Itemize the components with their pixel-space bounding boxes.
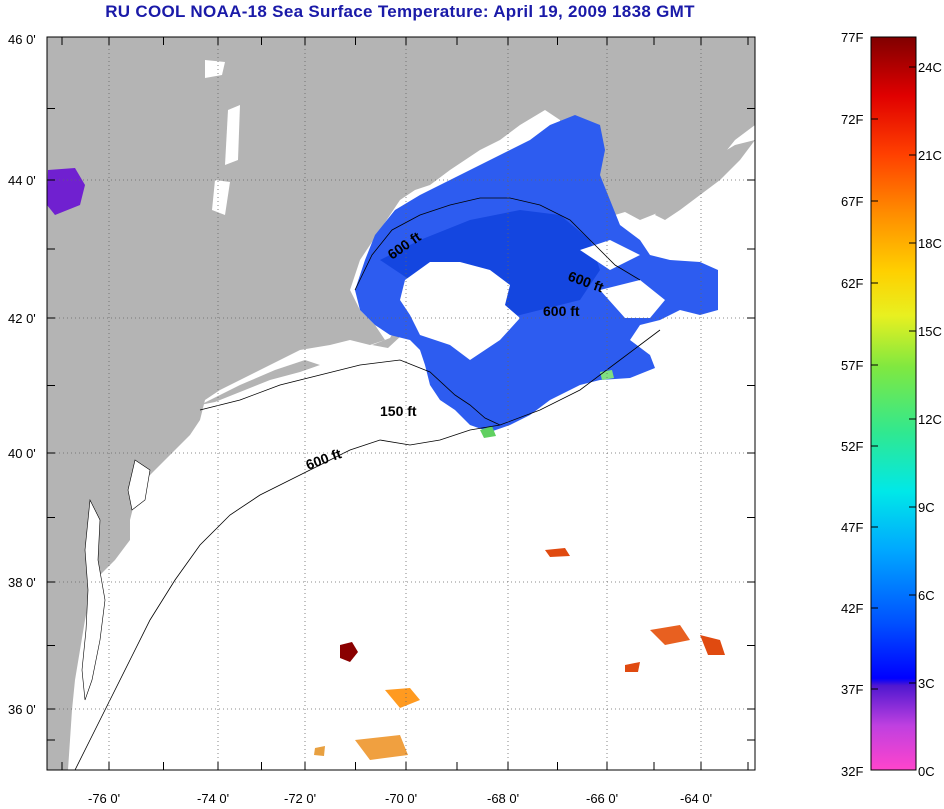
sst-warm-patch	[355, 735, 408, 760]
land-nova-scotia	[655, 140, 755, 220]
colorbar-fahrenheit-label: 62F	[841, 276, 863, 291]
no-data-region	[580, 240, 640, 270]
colorbar-celsius-label: 21C	[918, 148, 942, 163]
contour-600ft	[354, 197, 641, 291]
longitude-label: -72 0'	[284, 791, 316, 806]
colorbar-fahrenheit-label: 47F	[841, 520, 863, 535]
sst-cold-water-core	[380, 210, 600, 320]
contour-150ft	[199, 359, 501, 426]
longitude-label: -68 0'	[487, 791, 519, 806]
latitude-label: 38 0'	[8, 575, 36, 590]
colorbar-celsius-label: 18C	[918, 236, 942, 251]
lake	[205, 60, 225, 78]
contour-label: 150 ft	[380, 403, 417, 419]
colorbar-fahrenheit-label: 67F	[841, 194, 863, 209]
colorbar-fahrenheit-label: 57F	[841, 358, 863, 373]
colorbar-ticks	[871, 36, 916, 771]
longitude-label: -64 0'	[680, 791, 712, 806]
colorbar-celsius-label: 9C	[918, 500, 935, 515]
axis-ticks	[47, 36, 755, 770]
sst-warm-patch	[385, 688, 420, 708]
longitude-label: -76 0'	[88, 791, 120, 806]
map-frame	[46, 36, 756, 771]
delaware-bay	[127, 459, 151, 511]
contour-label: 600 ft	[543, 303, 580, 319]
no-data-region	[400, 262, 520, 360]
land-mainland	[47, 37, 755, 770]
lake	[212, 180, 230, 215]
longitude-label: -74 0'	[197, 791, 229, 806]
latitude-label: 44 0'	[8, 173, 36, 188]
map-title: RU COOL NOAA-18 Sea Surface Temperature:…	[105, 2, 695, 21]
colorbar-fahrenheit-label: 42F	[841, 601, 863, 616]
colorbar-fahrenheit-label: 77F	[841, 30, 863, 45]
colorbar-fahrenheit-label: 32F	[841, 764, 863, 779]
longitude-label: -66 0'	[586, 791, 618, 806]
colorbar-celsius-label: 6C	[918, 588, 935, 603]
latitude-label: 36 0'	[8, 702, 36, 717]
latitude-label: 40 0'	[8, 446, 36, 461]
chesapeake-bay	[81, 498, 106, 701]
sst-warm-patch	[314, 746, 325, 756]
sst-green-patch	[480, 426, 496, 438]
colorbar	[870, 36, 917, 771]
colorbar-fahrenheit-label: 72F	[841, 112, 863, 127]
colorbar-celsius-label: 3C	[918, 676, 935, 691]
colorbar-fahrenheit-label: 52F	[841, 439, 863, 454]
colorbar-fahrenheit-label: 37F	[841, 682, 863, 697]
latitude-label: 46 0'	[8, 32, 36, 47]
sst-warm-patch	[700, 635, 725, 655]
sst-warm-patch	[625, 662, 640, 672]
colorbar-celsius-label: 24C	[918, 60, 942, 75]
contour-600ft-shelf	[74, 329, 661, 770]
sst-warm-patch	[545, 548, 570, 557]
longitude-label: -70 0'	[385, 791, 417, 806]
latitude-label: 42 0'	[8, 311, 36, 326]
colorbar-celsius-label: 15C	[918, 324, 942, 339]
sst-warm-patch	[650, 625, 690, 645]
colorbar-celsius-label: 12C	[918, 412, 942, 427]
colorbar-celsius-label: 0C	[918, 764, 935, 779]
no-data-region	[600, 280, 665, 318]
land-long-island	[200, 360, 320, 405]
sst-warm-patch	[340, 642, 358, 662]
lake	[225, 105, 240, 165]
